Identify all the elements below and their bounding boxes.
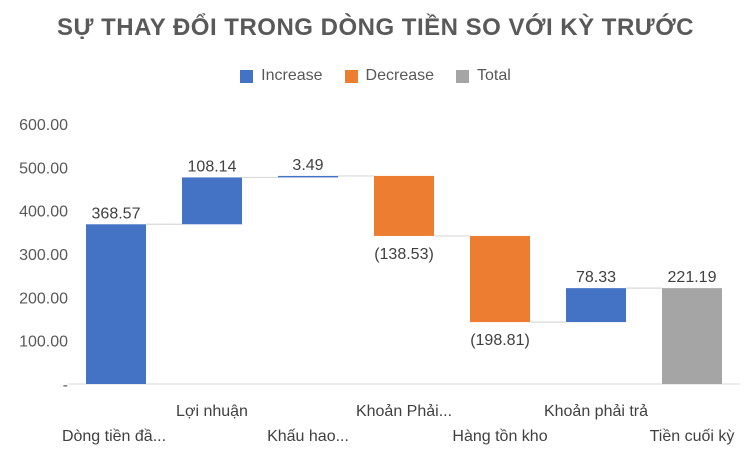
- legend-swatch-total: [456, 69, 470, 83]
- x-tick-label: Hàng tồn kho: [452, 428, 547, 445]
- legend: Increase Decrease Total: [0, 67, 751, 85]
- bar-increase: [566, 288, 626, 323]
- x-tick-label: Khoản phải trả: [544, 403, 648, 420]
- x-tick-label: Khấu hao...: [267, 428, 349, 445]
- y-tick-label: 400.00: [19, 204, 68, 221]
- x-tick-label: Lợi nhuận: [176, 403, 248, 420]
- data-label: 78.33: [576, 269, 616, 286]
- bar-increase: [86, 224, 146, 384]
- data-label: 368.57: [92, 205, 141, 222]
- x-tick-label: Khoản Phải...: [356, 403, 452, 420]
- data-label: 3.49: [292, 157, 323, 174]
- bar-increase: [278, 175, 338, 178]
- legend-swatch-decrease: [344, 69, 358, 83]
- legend-item-decrease: Decrease: [344, 67, 435, 85]
- legend-item-total: Total: [456, 67, 511, 85]
- bar-decrease: [470, 235, 530, 323]
- data-label: 108.14: [188, 158, 237, 175]
- legend-item-increase: Increase: [240, 67, 323, 85]
- bar-increase: [182, 177, 242, 225]
- legend-label-decrease: Decrease: [365, 67, 435, 84]
- y-tick-label: 300.00: [19, 247, 68, 264]
- data-label: 221.19: [668, 269, 717, 286]
- x-tick-label: Tiền cuối kỳ: [650, 428, 735, 445]
- legend-swatch-increase: [240, 69, 254, 83]
- legend-label-total: Total: [477, 67, 511, 84]
- y-tick-label: 100.00: [19, 334, 68, 351]
- legend-label-increase: Increase: [261, 67, 323, 84]
- y-tick-label: 500.00: [19, 160, 68, 177]
- y-tick-label: 200.00: [19, 290, 68, 307]
- y-tick-label: -: [63, 377, 68, 394]
- data-label: (138.53): [374, 246, 434, 263]
- bar-decrease: [374, 175, 434, 236]
- bar-total: [662, 288, 722, 384]
- chart-title: SỰ THAY ĐỔI TRONG DÒNG TIỀN SO VỚI KỲ TR…: [57, 14, 694, 41]
- data-label: (198.81): [470, 332, 530, 349]
- y-tick-label: 600.00: [19, 117, 68, 134]
- x-tick-label: Dòng tiền đầ...: [62, 428, 166, 445]
